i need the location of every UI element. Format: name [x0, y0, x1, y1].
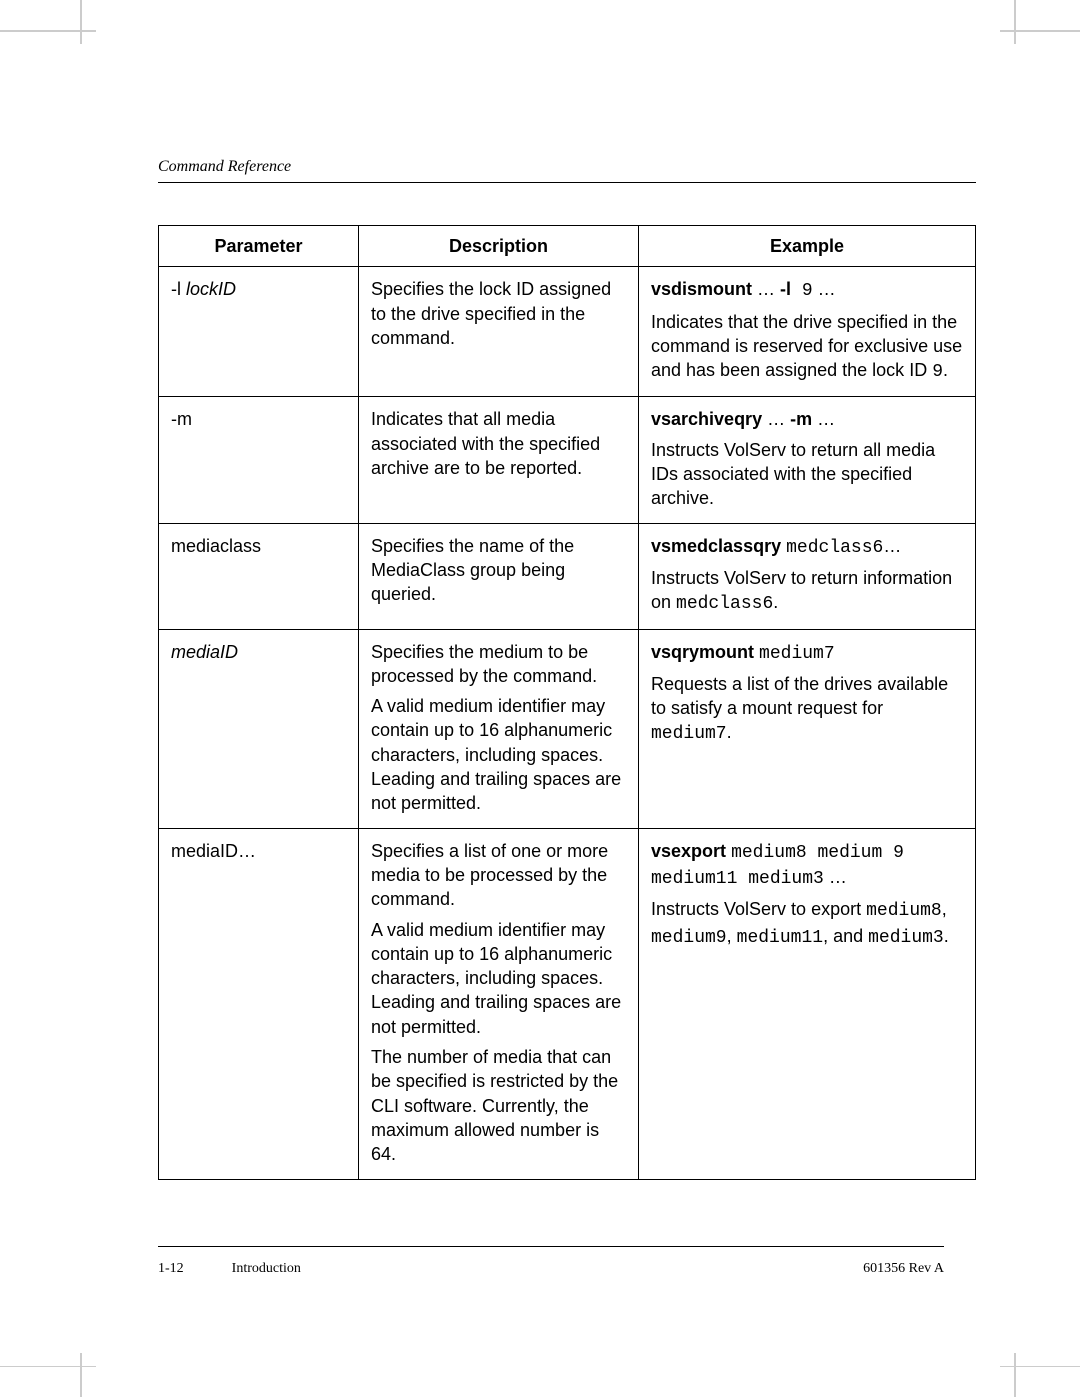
table-header-row: Parameter Description Example	[159, 226, 976, 267]
cmd-name: vsdismount	[651, 279, 752, 299]
param-text: -m	[171, 409, 192, 429]
ex-text: ,	[727, 926, 737, 946]
ex-text: Indicates that the drive specified in th…	[651, 312, 962, 381]
desc-text: Indicates that all media associated with…	[371, 407, 626, 480]
ex-mono: 9	[932, 362, 943, 382]
desc-text: Specifies a list of one or more media to…	[371, 839, 626, 912]
table-row: -m Indicates that all media associated w…	[159, 397, 976, 523]
ex-text: .	[773, 592, 778, 612]
parameter-table: Parameter Description Example -l lockID …	[158, 225, 976, 1180]
example-body: Requests a list of the drives available …	[651, 672, 963, 747]
cell-description: Specifies the lock ID assigned to the dr…	[359, 267, 639, 397]
cell-parameter: mediaclass	[159, 523, 359, 629]
example-cmd: vsarchiveqry … -m …	[651, 407, 963, 431]
cmd-arg: medclass6	[786, 538, 883, 558]
desc-text: A valid medium identifier may contain up…	[371, 694, 626, 815]
ex-text: , and	[823, 926, 868, 946]
section-name: Introduction	[232, 1261, 301, 1277]
cell-description: Specifies the medium to be processed by …	[359, 629, 639, 828]
cell-parameter: -l lockID	[159, 267, 359, 397]
param-ital: mediaID	[171, 642, 238, 662]
example-body: Indicates that the drive specified in th…	[651, 310, 963, 385]
cmd-flag: -m	[790, 409, 812, 429]
example-cmd: vsexport medium8 medium 9 medium11 mediu…	[651, 839, 963, 892]
cmd-arg: 9	[791, 281, 813, 301]
ex-text: .	[943, 360, 948, 380]
cell-description: Specifies a list of one or more media to…	[359, 828, 639, 1179]
cell-example: vsarchiveqry … -m … Instructs VolServ to…	[639, 397, 976, 523]
crop-mark	[0, 1366, 96, 1368]
cmd-name: vsexport	[651, 841, 726, 861]
col-example: Example	[639, 226, 976, 267]
cmd-name: vsmedclassqry	[651, 536, 781, 556]
ex-text: ,	[942, 899, 947, 919]
crop-mark	[80, 1353, 82, 1397]
desc-text: Specifies the name of the MediaClass gro…	[371, 534, 626, 607]
ex-mono: medium7	[651, 724, 727, 744]
cmd-mid: …	[752, 279, 780, 299]
crop-mark	[0, 30, 96, 32]
ex-mono: medclass6	[676, 594, 773, 614]
page: Command Reference Parameter Description …	[96, 30, 1016, 1370]
desc-text: Specifies the medium to be processed by …	[371, 640, 626, 689]
cell-example: vsmedclassqry medclass6… Instructs VolSe…	[639, 523, 976, 629]
cell-parameter: mediaID	[159, 629, 359, 828]
example-body: Instructs VolServ to return all media ID…	[651, 438, 963, 511]
desc-text: A valid medium identifier may contain up…	[371, 918, 626, 1039]
example-body: Instructs VolServ to return information …	[651, 566, 963, 617]
cell-example: vsdismount … -l 9 … Indicates that the d…	[639, 267, 976, 397]
cmd-tail: …	[813, 279, 836, 299]
header-rule	[158, 182, 976, 183]
col-parameter: Parameter	[159, 226, 359, 267]
doc-revision: 601356 Rev A	[863, 1261, 944, 1277]
ex-text: Requests a list of the drives available …	[651, 674, 948, 718]
cell-example: vsexport medium8 medium 9 medium11 mediu…	[639, 828, 976, 1179]
cmd-tail: …	[812, 409, 835, 429]
ex-mono: medium9	[651, 928, 727, 948]
example-cmd: vsqrymount medium7	[651, 640, 963, 666]
cmd-name: vsarchiveqry	[651, 409, 762, 429]
example-body: Instructs VolServ to export medium8, med…	[651, 897, 963, 950]
page-number: 1-12	[158, 1261, 184, 1277]
table-row: -l lockID Specifies the lock ID assigned…	[159, 267, 976, 397]
param-text: -l	[171, 279, 186, 299]
footer-left: 1-12 Introduction	[158, 1261, 301, 1277]
cmd-mid: …	[762, 409, 790, 429]
ex-text: Instructs VolServ to return all media ID…	[651, 440, 935, 509]
ex-text: .	[727, 722, 732, 742]
crop-mark	[80, 0, 82, 44]
param-ital: lockID	[186, 279, 236, 299]
desc-text: The number of media that can be specifie…	[371, 1045, 626, 1166]
ex-text: Instructs VolServ to export	[651, 899, 866, 919]
ex-mono: medium11	[737, 928, 823, 948]
example-cmd: vsmedclassqry medclass6…	[651, 534, 963, 560]
cmd-flag: -l	[780, 279, 791, 299]
example-cmd: vsdismount … -l 9 …	[651, 277, 963, 303]
col-description: Description	[359, 226, 639, 267]
table-row: mediaID Specifies the medium to be proce…	[159, 629, 976, 828]
param-text: mediaID…	[171, 841, 256, 861]
table-row: mediaID… Specifies a list of one or more…	[159, 828, 976, 1179]
cmd-arg: medium7	[759, 644, 835, 664]
desc-text: Specifies the lock ID assigned to the dr…	[371, 277, 626, 350]
ex-mono: medium8	[866, 901, 942, 921]
param-text: mediaclass	[171, 536, 261, 556]
table-row: mediaclass Specifies the name of the Med…	[159, 523, 976, 629]
ex-mono: medium3	[868, 928, 944, 948]
running-head: Command Reference	[158, 158, 976, 176]
cell-description: Specifies the name of the MediaClass gro…	[359, 523, 639, 629]
cell-parameter: -m	[159, 397, 359, 523]
page-footer: 1-12 Introduction 601356 Rev A	[158, 1246, 944, 1277]
cmd-tail: …	[883, 536, 901, 556]
cell-parameter: mediaID…	[159, 828, 359, 1179]
cmd-tail: …	[824, 867, 847, 887]
ex-text: .	[944, 926, 949, 946]
cell-example: vsqrymount medium7 Requests a list of th…	[639, 629, 976, 828]
cmd-name: vsqrymount	[651, 642, 754, 662]
cell-description: Indicates that all media associated with…	[359, 397, 639, 523]
